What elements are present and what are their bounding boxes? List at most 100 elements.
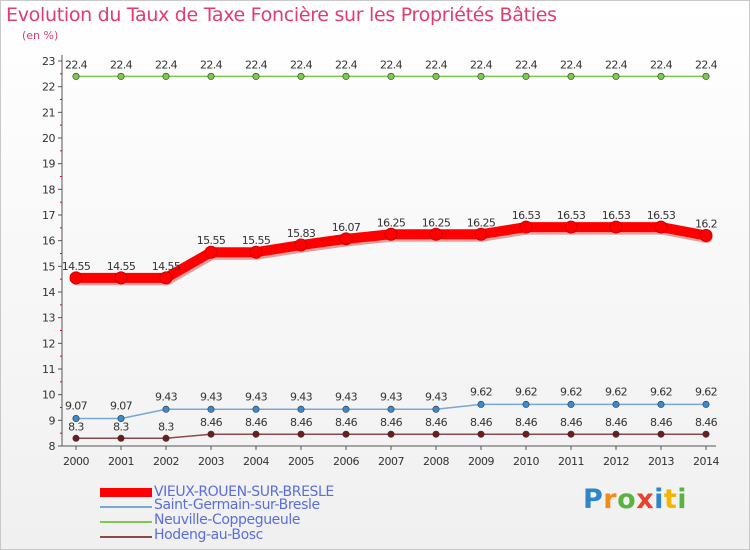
data-label: 8.3 — [158, 420, 174, 433]
data-label: 14.55 — [107, 260, 136, 273]
data-label: 9.43 — [335, 390, 358, 403]
data-point — [114, 271, 128, 285]
data-label: 22.4 — [110, 58, 133, 71]
data-point — [567, 430, 575, 438]
y-tick-label: 19 — [42, 158, 55, 171]
data-labels: 22.4 22.4 22.4 22.4 22.4 22.4 22.4 22.4 22.4 22.4… — [62, 58, 718, 433]
data-point — [522, 400, 530, 408]
data-label: 16.25 — [422, 216, 451, 229]
data-point — [207, 430, 215, 438]
x-tick-label: 2002 — [153, 455, 179, 468]
data-label: 15.55 — [197, 234, 226, 247]
data-point — [117, 415, 125, 423]
data-label: 8.46 — [650, 416, 673, 429]
y-tick-label: 23 — [42, 55, 55, 68]
data-label: 22.4 — [605, 58, 628, 71]
data-label: 16.25 — [377, 216, 406, 229]
axes: 8 9 10 11 12 13 14 15 16 17 18 19 20 21 22 23 2000 2001 20… — [42, 55, 720, 468]
data-label: 9.43 — [380, 390, 403, 403]
x-tick-label: 2009 — [468, 455, 494, 468]
data-label: 9.62 — [470, 385, 492, 398]
data-point — [702, 430, 710, 438]
data-point — [204, 245, 218, 259]
data-point — [522, 430, 530, 438]
data-label: 16.53 — [602, 209, 631, 222]
logo-letter: i — [677, 484, 688, 515]
data-point — [162, 434, 170, 442]
x-tick-label: 2014 — [693, 455, 719, 468]
data-point — [432, 405, 440, 413]
data-point — [339, 232, 353, 246]
data-point — [117, 434, 125, 442]
data-label: 8.46 — [695, 416, 718, 429]
legend-swatch-neuville — [100, 521, 152, 523]
proxiti-logo[interactable]: Proxiti — [583, 484, 687, 515]
data-point — [342, 405, 350, 413]
data-point — [429, 227, 443, 241]
data-label: 8.46 — [245, 416, 268, 429]
data-label: 9.62 — [650, 385, 672, 398]
x-tick-label: 2005 — [288, 455, 314, 468]
data-point — [297, 405, 305, 413]
data-point — [612, 430, 620, 438]
logo-letter: x — [636, 484, 655, 515]
data-point — [252, 405, 260, 413]
data-label: 9.43 — [155, 390, 178, 403]
chart-title: Evolution du Taux de Taxe Foncière sur l… — [6, 4, 557, 26]
data-point — [384, 227, 398, 241]
logo-letter: t — [663, 484, 678, 515]
data-label: 9.43 — [200, 390, 223, 403]
data-point — [522, 72, 530, 80]
x-tick-label: 2013 — [648, 455, 674, 468]
data-label: 8.3 — [68, 420, 84, 433]
logo-letter: r — [603, 484, 618, 515]
data-point — [342, 430, 350, 438]
data-label: 8.3 — [113, 420, 129, 433]
data-label: 9.07 — [110, 400, 133, 413]
data-label: 14.55 — [152, 260, 181, 273]
data-label: 9.62 — [695, 385, 717, 398]
data-point — [69, 271, 83, 285]
x-tick-label: 2004 — [243, 455, 269, 468]
y-tick-label: 18 — [42, 183, 55, 196]
data-point — [477, 400, 485, 408]
data-label: 16.53 — [557, 209, 586, 222]
data-point — [657, 72, 665, 80]
data-point — [612, 400, 620, 408]
legend-label-vieux-rouen: VIEUX-ROUEN-SUR-BRESLE — [154, 484, 334, 500]
logo-letter: P — [583, 484, 604, 515]
data-point — [702, 400, 710, 408]
data-point — [477, 72, 485, 80]
data-point — [207, 72, 215, 80]
x-tick-label: 2000 — [63, 455, 89, 468]
data-point — [159, 271, 173, 285]
data-point — [657, 400, 665, 408]
data-point — [72, 434, 80, 442]
data-label: 22.4 — [425, 58, 448, 71]
y-tick-label: 10 — [42, 389, 55, 402]
data-label: 16.25 — [467, 216, 496, 229]
data-label: 8.46 — [290, 416, 313, 429]
data-label: 16.53 — [512, 209, 541, 222]
data-point — [699, 229, 713, 243]
data-label: 22.4 — [155, 58, 178, 71]
data-label: 16.07 — [332, 221, 361, 234]
data-point — [387, 72, 395, 80]
data-point — [162, 72, 170, 80]
data-point — [654, 220, 668, 234]
data-point — [567, 72, 575, 80]
data-label: 22.4 — [290, 58, 313, 71]
y-tick-label: 11 — [42, 363, 55, 376]
data-label: 9.62 — [515, 385, 537, 398]
x-tick-label: 2010 — [513, 455, 539, 468]
x-tick-label: 2008 — [423, 455, 449, 468]
data-point — [342, 72, 350, 80]
data-point — [387, 430, 395, 438]
legend-swatch-saint-germain — [100, 506, 152, 508]
data-point — [72, 72, 80, 80]
data-label: 8.46 — [560, 416, 583, 429]
y-tick-label: 17 — [42, 209, 55, 222]
legend-label-saint-germain: Saint-Germain-sur-Bresle — [154, 497, 320, 513]
y-tick-label: 20 — [42, 132, 55, 145]
